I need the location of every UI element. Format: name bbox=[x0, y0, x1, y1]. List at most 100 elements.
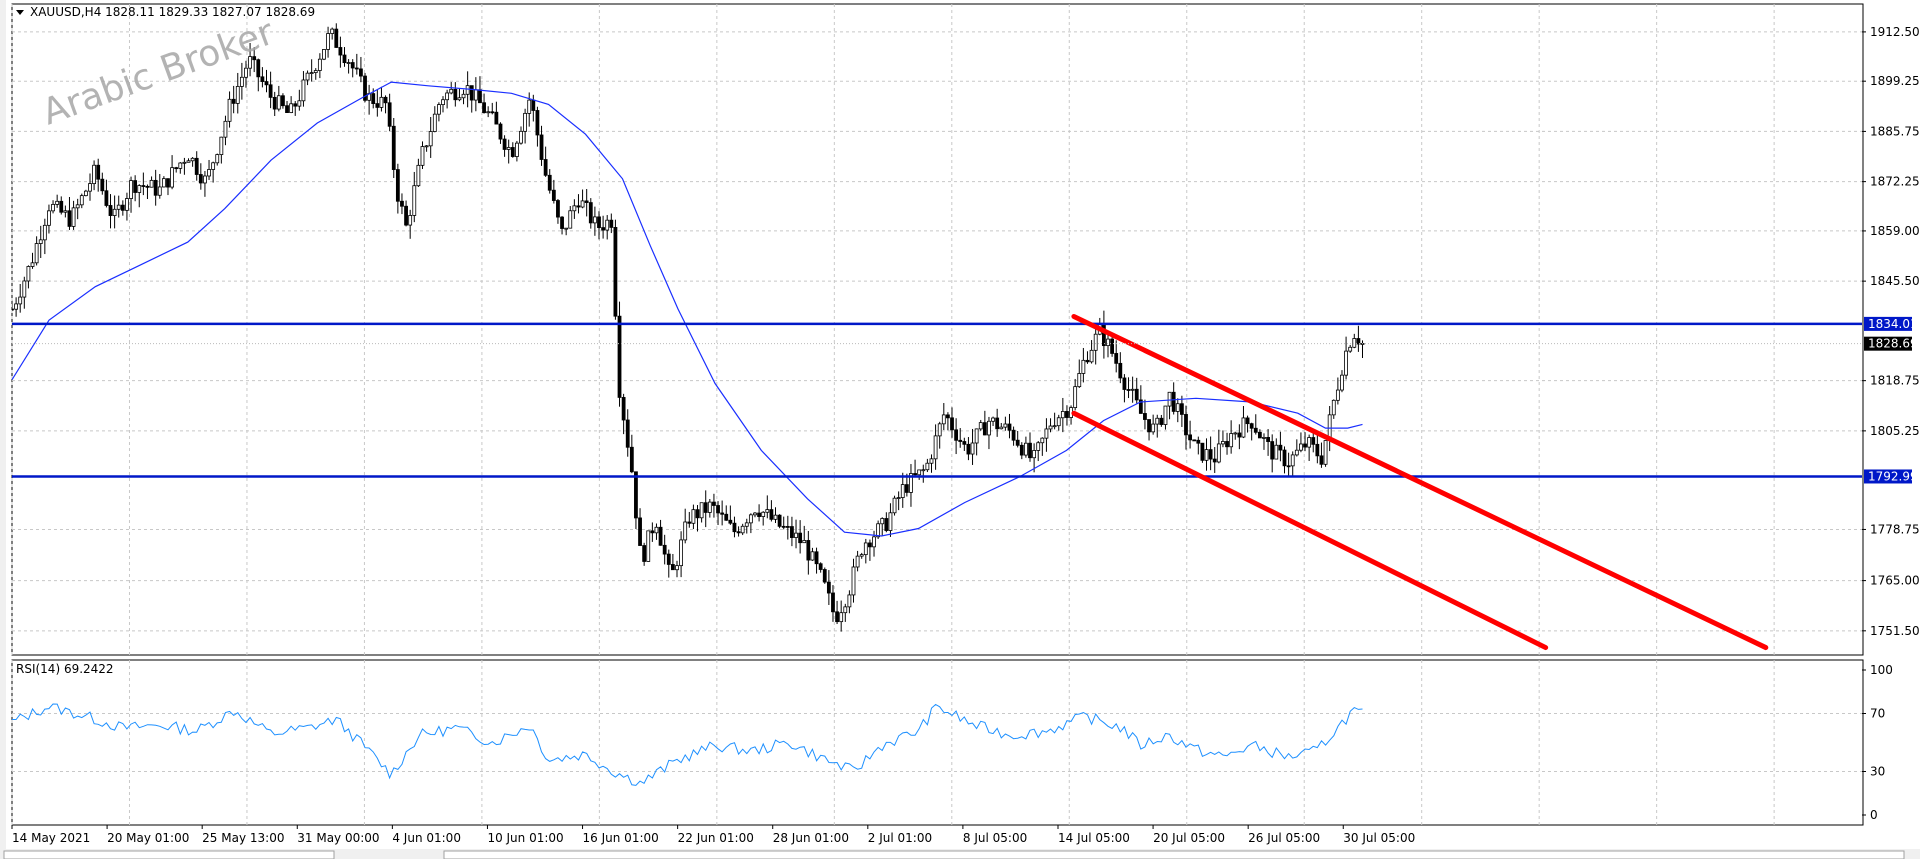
chart-tab[interactable] bbox=[3, 850, 335, 859]
price-tags: 1834.01 1792.99 1828.69 bbox=[1864, 316, 1918, 484]
rsi-tick-label: 30 bbox=[1870, 765, 1885, 779]
candle-body bbox=[691, 509, 696, 524]
candle-body bbox=[264, 81, 269, 86]
candle-body bbox=[1216, 443, 1221, 463]
level-tag bbox=[1864, 469, 1912, 484]
candle-body bbox=[773, 514, 778, 520]
time-axis: 14 May 2021 20 May 01:00 25 May 13:00 31 Ma… bbox=[11, 825, 1415, 845]
candle-body bbox=[1040, 437, 1045, 444]
candle-body bbox=[1315, 443, 1320, 457]
candle-body bbox=[666, 553, 671, 565]
main-grid bbox=[11, 4, 1862, 655]
candle-body bbox=[634, 471, 638, 519]
candle-body bbox=[1118, 362, 1123, 379]
candle-body bbox=[424, 145, 429, 148]
channel-line bbox=[1071, 410, 1549, 651]
candle-body bbox=[884, 518, 889, 531]
symbol-dropdown-icon[interactable] bbox=[16, 10, 24, 15]
candle-body bbox=[1052, 425, 1057, 428]
candle-body bbox=[371, 93, 376, 104]
candle-body bbox=[223, 120, 228, 138]
candle-body bbox=[753, 512, 757, 516]
candle-body bbox=[1048, 425, 1053, 430]
candle-body bbox=[941, 414, 946, 425]
candle-body bbox=[757, 512, 761, 517]
candle-body bbox=[617, 315, 622, 398]
candle-body bbox=[412, 185, 417, 216]
candle-body bbox=[83, 190, 88, 197]
y-tick-label: 1899.25 bbox=[1870, 74, 1920, 88]
candle-body bbox=[1126, 389, 1131, 391]
rsi-line bbox=[12, 703, 1363, 786]
candle-body bbox=[1282, 449, 1287, 467]
channel-line bbox=[1071, 313, 1769, 651]
candle-body bbox=[995, 417, 1000, 430]
candle-body bbox=[30, 262, 35, 267]
candle-body bbox=[478, 89, 482, 104]
candle-body bbox=[1266, 436, 1270, 442]
x-tick-label: 30 Jul 05:00 bbox=[1343, 831, 1415, 845]
x-tick-label: 26 Jul 05:00 bbox=[1248, 831, 1320, 845]
candle-body bbox=[276, 95, 281, 110]
candle-body bbox=[929, 458, 934, 464]
candle-body bbox=[514, 142, 519, 157]
candle-body bbox=[1311, 437, 1316, 445]
candle-body bbox=[572, 205, 577, 212]
candle-body bbox=[473, 89, 478, 101]
candle-body bbox=[219, 136, 224, 156]
candle-body bbox=[317, 58, 322, 71]
candle-body bbox=[166, 178, 170, 188]
candle-body bbox=[822, 569, 827, 583]
candle-body bbox=[26, 266, 31, 282]
candle-body bbox=[256, 59, 261, 78]
candle-body bbox=[654, 526, 659, 534]
candle-body bbox=[252, 56, 257, 61]
candle-body bbox=[843, 606, 848, 614]
candle-body bbox=[1143, 413, 1147, 420]
candle-body bbox=[1044, 428, 1049, 439]
candle-body bbox=[642, 545, 647, 562]
candle-body bbox=[63, 210, 68, 213]
candle-body bbox=[1225, 441, 1229, 448]
x-tick-label: 22 Jun 01:00 bbox=[678, 831, 754, 845]
candle-body bbox=[1212, 458, 1217, 463]
candle-body bbox=[974, 428, 979, 444]
candle-body bbox=[244, 67, 248, 78]
candle-body bbox=[428, 131, 433, 147]
candle-body bbox=[346, 62, 351, 64]
candle-body bbox=[1007, 423, 1012, 431]
candle-body bbox=[75, 204, 80, 209]
candle-body bbox=[670, 564, 675, 571]
candle-body bbox=[1323, 440, 1328, 465]
candle-body bbox=[794, 532, 798, 538]
candle-body bbox=[621, 397, 626, 421]
candle-body bbox=[1257, 431, 1262, 439]
candle-body bbox=[1241, 417, 1246, 438]
candle-body bbox=[1188, 434, 1192, 441]
candle-body bbox=[342, 54, 347, 64]
candle-body bbox=[790, 526, 794, 538]
candle-body bbox=[313, 70, 318, 73]
rsi-axis: 100 70 30 0 bbox=[1862, 663, 1893, 822]
candle-body bbox=[1331, 399, 1336, 416]
candle-body bbox=[469, 85, 474, 101]
y-tick-label: 1912.50 bbox=[1870, 25, 1920, 39]
candle-body bbox=[248, 56, 252, 69]
candle-body bbox=[494, 111, 499, 125]
candle-body bbox=[174, 167, 179, 170]
candle-body bbox=[137, 185, 142, 193]
candle-body bbox=[1204, 449, 1209, 461]
candle-body bbox=[153, 179, 158, 196]
candle-body bbox=[580, 200, 585, 208]
candle-body bbox=[457, 97, 462, 101]
horizontal-scrollbar[interactable] bbox=[443, 850, 1905, 859]
candle-body bbox=[408, 215, 413, 226]
candle-body bbox=[338, 47, 343, 56]
candle-body bbox=[1032, 450, 1037, 459]
candle-body bbox=[925, 462, 930, 471]
candle-body bbox=[712, 501, 716, 506]
candle-body bbox=[207, 169, 211, 177]
candle-body bbox=[744, 522, 749, 527]
candle-body bbox=[182, 161, 187, 164]
candle-body bbox=[198, 174, 203, 184]
